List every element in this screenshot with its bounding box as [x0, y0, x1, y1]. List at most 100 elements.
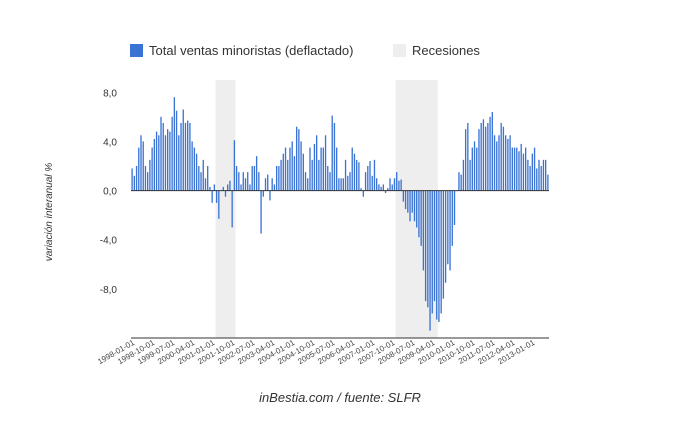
bar — [504, 135, 507, 191]
bar — [164, 135, 167, 191]
bar — [231, 190, 233, 228]
bar — [284, 147, 287, 191]
bar — [160, 116, 162, 191]
bar — [153, 138, 156, 191]
bar — [131, 168, 133, 191]
bar — [162, 123, 164, 191]
bar — [333, 123, 336, 191]
bar — [500, 123, 502, 191]
bar — [211, 190, 213, 203]
bar — [462, 159, 465, 191]
bar — [249, 184, 251, 191]
bar — [295, 126, 298, 191]
bar — [422, 190, 425, 271]
bar — [473, 141, 476, 191]
bar — [413, 190, 416, 222]
bar — [315, 135, 318, 191]
x-axis-ticks: 1998-01-011998-10-011999-07-012000-04-01… — [96, 338, 537, 367]
bar — [213, 184, 216, 191]
bar — [324, 135, 327, 191]
bar — [400, 179, 402, 191]
bar — [398, 180, 400, 191]
bar — [538, 159, 540, 191]
bar — [360, 188, 362, 191]
bar — [387, 188, 389, 191]
bar — [376, 178, 378, 191]
bar — [404, 190, 407, 209]
bar — [273, 184, 276, 191]
bar — [182, 109, 184, 191]
bar — [262, 190, 264, 197]
bar — [135, 166, 138, 191]
bar — [382, 184, 385, 191]
y-tick-label: 8,0 — [103, 88, 117, 99]
bar-series — [131, 97, 549, 331]
bar — [291, 141, 293, 191]
bar — [373, 159, 376, 191]
bar — [438, 190, 440, 323]
bar — [347, 175, 349, 191]
recession-bands — [215, 80, 438, 338]
bar — [480, 123, 482, 191]
bar — [431, 190, 433, 314]
bar — [222, 186, 224, 191]
bar — [307, 178, 309, 191]
bar — [493, 135, 496, 191]
bar — [444, 190, 447, 283]
bar — [380, 186, 382, 191]
bar — [507, 138, 509, 191]
bar — [264, 178, 267, 191]
bar — [393, 178, 396, 191]
source-caption: inBestia.com / fuente: SLFR — [259, 390, 421, 405]
legend-label-recessions: Recesiones — [412, 43, 480, 58]
bar — [171, 116, 173, 191]
bar — [487, 123, 489, 191]
bar — [536, 168, 538, 191]
bar — [247, 172, 249, 191]
bar — [215, 190, 218, 203]
bar — [320, 147, 322, 191]
bar — [209, 186, 211, 191]
bar — [202, 159, 204, 191]
bar — [238, 172, 240, 191]
bar — [298, 129, 300, 191]
bar — [313, 143, 316, 191]
bar — [147, 172, 149, 191]
bar — [304, 172, 307, 191]
bar — [342, 178, 344, 191]
bar — [516, 147, 518, 191]
bar — [369, 161, 371, 191]
recession-band — [215, 80, 236, 338]
legend-swatch-series — [130, 44, 143, 57]
bar — [309, 147, 311, 191]
bar — [453, 190, 456, 225]
bar — [484, 126, 487, 191]
y-tick-label: 0,0 — [103, 187, 117, 198]
bar — [427, 190, 429, 308]
bar — [344, 159, 347, 191]
bar — [524, 147, 527, 191]
bar — [338, 178, 340, 191]
bar — [235, 166, 238, 191]
bar — [518, 151, 520, 191]
bar — [260, 190, 262, 234]
bar — [289, 147, 291, 191]
bar — [424, 190, 427, 302]
bar — [253, 166, 256, 191]
bar — [169, 131, 171, 191]
y-tick-label: 4,0 — [103, 137, 117, 148]
bar — [322, 147, 324, 191]
bar — [513, 147, 516, 191]
bar — [240, 184, 242, 191]
bar — [529, 166, 531, 191]
bar — [267, 174, 269, 191]
bar — [302, 153, 304, 191]
bar — [175, 110, 178, 191]
bar — [367, 166, 369, 191]
bar — [442, 190, 445, 299]
bar — [207, 166, 209, 191]
bar — [489, 116, 491, 191]
bar — [293, 156, 296, 191]
bar — [418, 190, 420, 238]
bar — [233, 140, 236, 191]
